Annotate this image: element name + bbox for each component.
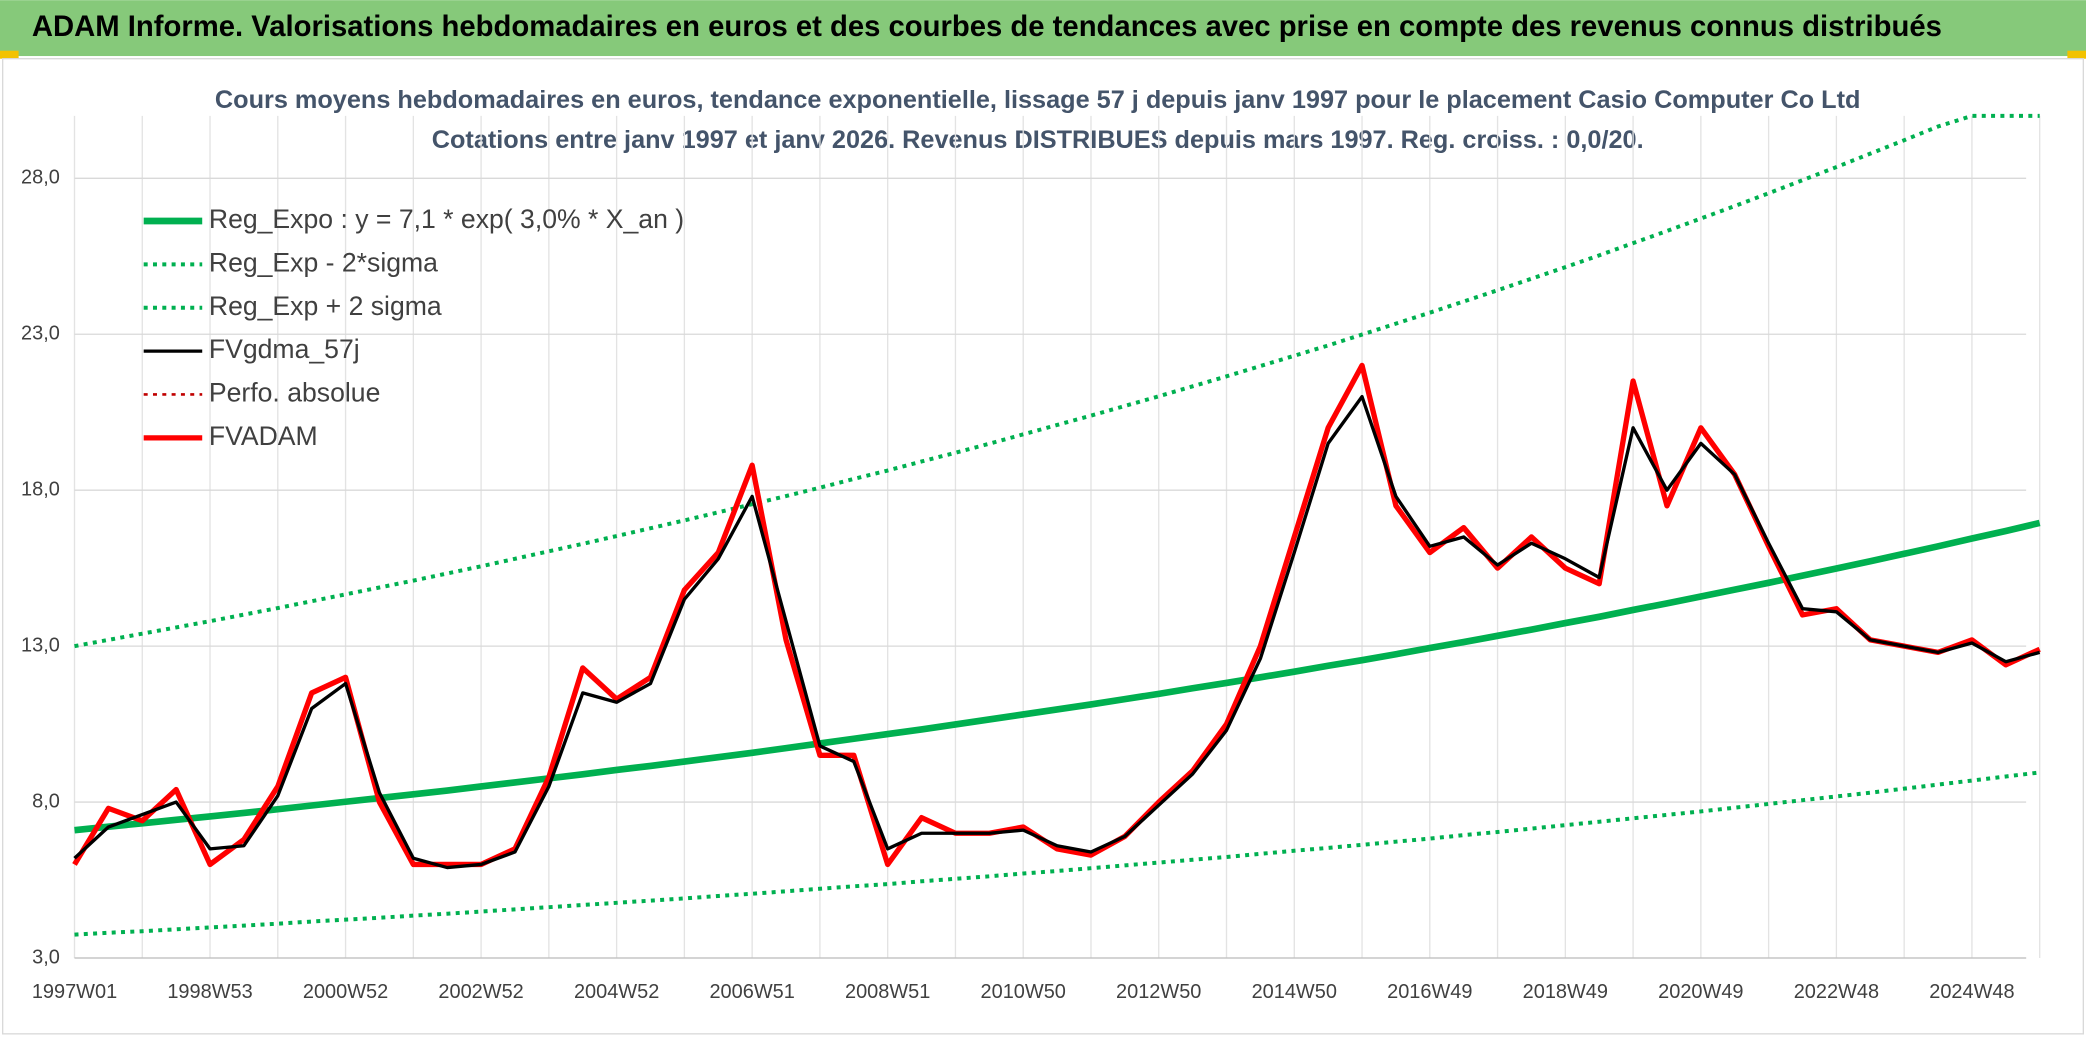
chart-subtitle: Cours moyens hebdomadaires en euros, ten…: [215, 86, 1861, 114]
legend-label: Reg_Expo : y = 7,1 * exp( 3,0% * X_an ): [209, 204, 684, 234]
legend-label: Reg_Exp - 2*sigma: [209, 247, 438, 277]
series-line: [74, 770, 2040, 937]
legend-label: Reg_Exp + 2 sigma: [209, 291, 442, 321]
y-tick-label: 18,0: [21, 478, 60, 500]
chart-subtitle: Cotations entre janv 1997 et janv 2026. …: [432, 126, 1644, 154]
series-line: [74, 113, 2040, 649]
series-line: [74, 519, 2041, 834]
series-line: [73, 394, 2041, 870]
x-tick-label: 2024W48: [1929, 981, 2014, 1003]
x-tick-label: 2002W52: [438, 981, 523, 1003]
y-tick-label: 28,0: [21, 167, 60, 189]
x-tick-label: 2006W51: [709, 981, 794, 1003]
legend-label: FVgdma_57j: [209, 334, 360, 364]
y-tick-label: 8,0: [32, 790, 60, 812]
y-tick-label: 23,0: [21, 322, 60, 344]
x-tick-label: 2004W52: [574, 981, 659, 1003]
chart-frame: [1, 58, 2085, 1035]
x-tick-label: 2016W49: [1387, 981, 1472, 1003]
x-tick-label: 1997W01: [32, 981, 117, 1003]
x-tick-label: 2022W48: [1794, 981, 1879, 1003]
y-tick-label: 3,0: [32, 946, 60, 968]
x-tick-label: 2018W49: [1523, 981, 1608, 1003]
x-tick-label: 1998W53: [167, 981, 252, 1003]
y-tick-label: 13,0: [21, 634, 60, 656]
legend-label: FVADAM: [209, 421, 318, 451]
x-tick-label: 2010W50: [981, 981, 1066, 1003]
x-tick-label: 2008W51: [845, 981, 930, 1003]
header-bar: [0, 0, 2086, 57]
x-tick-label: 2020W49: [1658, 981, 1743, 1003]
legend-label: Perfo. absolue: [209, 378, 380, 408]
corner-tab: [2067, 50, 2086, 59]
series-line: [72, 362, 2041, 868]
x-tick-label: 2012W50: [1116, 981, 1201, 1003]
x-tick-label: 2014W50: [1252, 981, 1337, 1003]
x-tick-label: 2000W52: [303, 981, 388, 1003]
chart-title: ADAM Informe. Valorisations hebdomadaire…: [32, 11, 1942, 43]
corner-tab: [0, 50, 19, 59]
